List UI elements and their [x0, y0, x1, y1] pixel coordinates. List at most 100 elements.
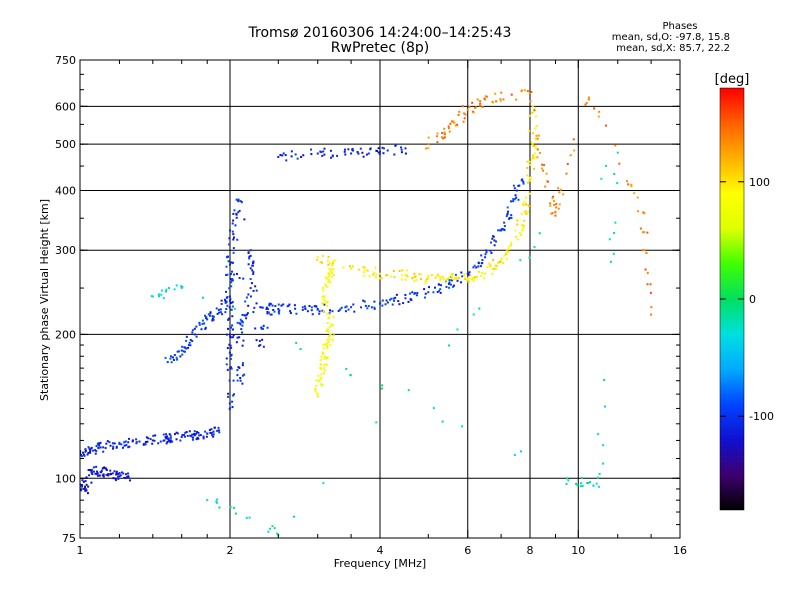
data-point [252, 260, 255, 263]
data-point [442, 276, 445, 279]
data-point [226, 304, 229, 307]
data-point [113, 470, 116, 473]
data-point [554, 214, 557, 217]
data-point [331, 310, 334, 313]
data-point [102, 446, 105, 449]
data-point [537, 134, 540, 137]
data-point [135, 438, 138, 441]
data-point [199, 434, 202, 437]
data-point [374, 266, 377, 269]
data-point [427, 291, 430, 294]
data-point [172, 358, 175, 361]
data-point [332, 274, 335, 277]
data-point [217, 429, 220, 432]
data-point [405, 274, 408, 277]
data-point [479, 275, 482, 278]
data-point [596, 476, 599, 479]
data-point [517, 238, 520, 241]
data-point [448, 286, 451, 289]
data-point [301, 306, 304, 309]
data-point [393, 276, 396, 279]
data-point [343, 148, 346, 151]
data-point [115, 473, 118, 476]
data-point [321, 353, 324, 356]
data-point [323, 357, 326, 360]
data-point [381, 304, 384, 307]
data-point [311, 313, 314, 316]
data-point [90, 446, 93, 449]
data-point [177, 350, 180, 353]
data-point [413, 292, 416, 295]
data-point [473, 264, 476, 267]
data-point [250, 295, 253, 298]
data-point [221, 313, 224, 316]
data-point [166, 440, 169, 443]
data-point [493, 244, 496, 247]
data-point [484, 253, 487, 256]
data-point [395, 293, 398, 296]
data-point [603, 405, 606, 408]
data-point [535, 125, 538, 128]
data-point [529, 163, 532, 166]
data-point [104, 447, 107, 450]
data-point [278, 309, 281, 312]
data-point [95, 450, 98, 453]
data-point [285, 159, 288, 162]
data-point [203, 322, 206, 325]
data-point [151, 295, 154, 298]
data-point [361, 151, 364, 154]
data-point [102, 475, 105, 478]
data-point [471, 101, 474, 104]
data-point [176, 350, 179, 353]
data-point [212, 315, 215, 318]
data-point [87, 451, 90, 454]
data-point [185, 335, 188, 338]
data-point [375, 149, 378, 152]
data-point [536, 137, 539, 140]
data-point [160, 293, 163, 296]
data-point [138, 440, 141, 443]
data-point [186, 434, 189, 437]
data-point [344, 306, 347, 309]
data-point [225, 290, 228, 293]
data-point [400, 146, 403, 149]
data-point [508, 245, 511, 248]
data-point [323, 343, 326, 346]
data-point [239, 318, 242, 321]
data-point [165, 442, 168, 445]
x-tick-label: 6 [464, 544, 471, 557]
data-point [386, 301, 389, 304]
data-point [463, 274, 466, 277]
data-point [329, 344, 332, 347]
colorbar-tick-label: -100 [749, 410, 774, 423]
data-point [232, 394, 235, 397]
data-point [240, 328, 243, 331]
data-point [117, 477, 120, 480]
data-point [212, 435, 215, 438]
data-point [230, 261, 233, 264]
data-point [232, 236, 235, 239]
data-point [232, 379, 235, 382]
data-point [566, 162, 569, 165]
data-point [485, 95, 488, 98]
data-point [331, 155, 334, 158]
data-point [226, 273, 229, 276]
data-point [232, 247, 235, 250]
data-point [531, 132, 534, 135]
data-point [347, 148, 350, 151]
data-point [520, 89, 523, 92]
x-tick-label: 4 [377, 544, 384, 557]
data-point [229, 354, 232, 357]
data-point [318, 380, 321, 383]
data-point [288, 303, 291, 306]
data-point [241, 331, 244, 334]
data-point [322, 310, 325, 313]
data-point [95, 445, 98, 448]
data-point [162, 439, 165, 442]
data-point [232, 238, 235, 241]
data-point [513, 198, 516, 201]
data-point [87, 469, 90, 472]
data-point [546, 180, 549, 183]
data-point [80, 453, 82, 456]
data-point [249, 278, 252, 281]
